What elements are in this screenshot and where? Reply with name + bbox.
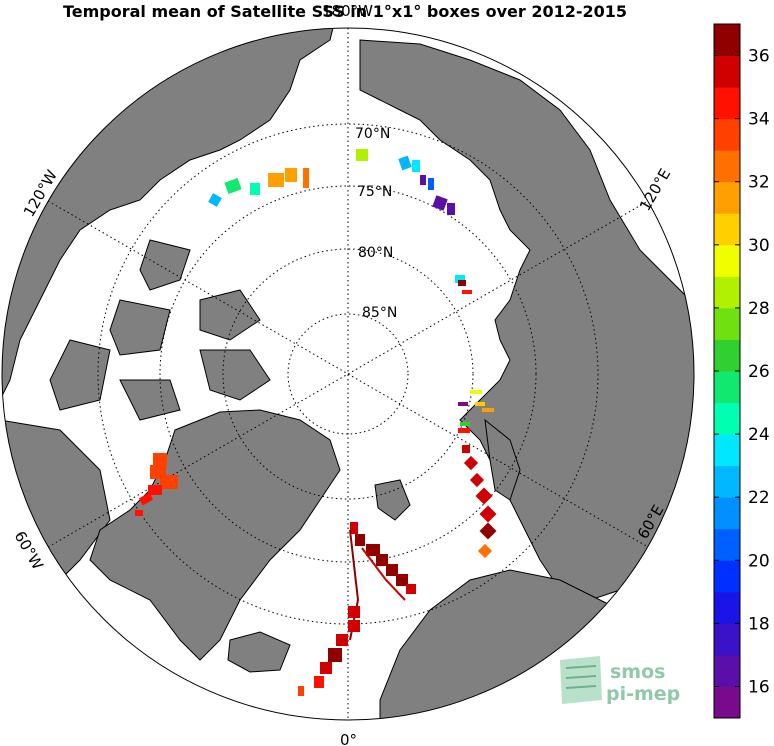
colorbar-swatch <box>714 118 740 151</box>
colorbar-swatch <box>714 686 740 719</box>
colorbar-swatch <box>714 276 740 309</box>
colorbar-swatches <box>714 24 740 719</box>
colorbar-tick-label: 36 <box>748 47 770 67</box>
colorbar-swatch <box>714 434 740 467</box>
colorbar-tick-label: 34 <box>748 110 770 130</box>
colorbar-swatch <box>714 623 740 656</box>
land-archipelago-4 <box>49 339 111 411</box>
land-svalbard <box>374 479 411 521</box>
land-iceland <box>227 631 291 673</box>
colorbar-swatch <box>714 339 740 372</box>
colorbar-swatch <box>714 181 740 214</box>
colorbar-tick-label: 26 <box>748 362 770 382</box>
colorbar-swatch <box>714 497 740 530</box>
colorbar-ticks: 16 18 20 22 24 26 28 30 32 34 36 <box>714 47 770 697</box>
smos-pimep-logo: smos pi-mep <box>560 656 680 705</box>
lon-label-180: 180°W <box>322 2 373 20</box>
logo-pimep: pi-mep <box>606 683 680 705</box>
colorbar-swatch <box>714 528 740 561</box>
colorbar-tick-label: 16 <box>748 677 770 697</box>
map-border <box>1 27 695 721</box>
graticule-meridians <box>47 28 649 720</box>
colorbar: 16 18 20 22 24 26 28 30 32 34 36 <box>713 23 770 719</box>
lon-label-120e: 120°E <box>636 166 674 214</box>
colorbar-tick-label: 18 <box>748 614 770 634</box>
colorbar-tick-label: 20 <box>748 551 770 571</box>
lat-label-75: 75°N <box>357 184 392 200</box>
colorbar-swatch <box>714 654 740 687</box>
colorbar-swatch <box>714 55 740 88</box>
colorbar-swatch <box>714 87 740 120</box>
colorbar-tick-label: 28 <box>748 299 770 319</box>
land-novaya-zemlya <box>484 418 521 501</box>
colorbar-swatch <box>714 465 740 498</box>
colorbar-swatch <box>714 244 740 277</box>
land-archipelago-5 <box>199 349 271 401</box>
colorbar-tick-label: 24 <box>748 425 770 445</box>
lat-label-70: 70°N <box>355 126 390 142</box>
colorbar-tick-label: 32 <box>748 173 770 193</box>
colorbar-swatch <box>714 591 740 624</box>
land-archipelago-2 <box>109 299 171 356</box>
colorbar-tick-label: 22 <box>748 488 770 508</box>
colorbar-tick-label: 30 <box>748 236 770 256</box>
land-archipelago-6 <box>119 379 181 421</box>
lon-label-0: 0° <box>340 731 357 746</box>
sss-data-boxes <box>135 149 497 696</box>
colorbar-swatch <box>714 24 740 57</box>
land-archipelago-1 <box>139 239 191 291</box>
colorbar-swatch <box>714 402 740 435</box>
logo-smos: smos <box>610 661 665 683</box>
lat-label-85: 85°N <box>362 305 397 321</box>
colorbar-swatch <box>714 371 740 404</box>
colorbar-swatch <box>714 150 740 183</box>
colorbar-swatch <box>714 213 740 246</box>
colorbar-swatch <box>714 560 740 593</box>
land-asia <box>359 39 694 601</box>
land-greenland <box>89 409 341 661</box>
lat-label-80: 80°N <box>358 245 393 261</box>
colorbar-swatch <box>714 307 740 340</box>
chart-title: Temporal mean of Satellite SSS in 1°x1° … <box>62 2 628 21</box>
